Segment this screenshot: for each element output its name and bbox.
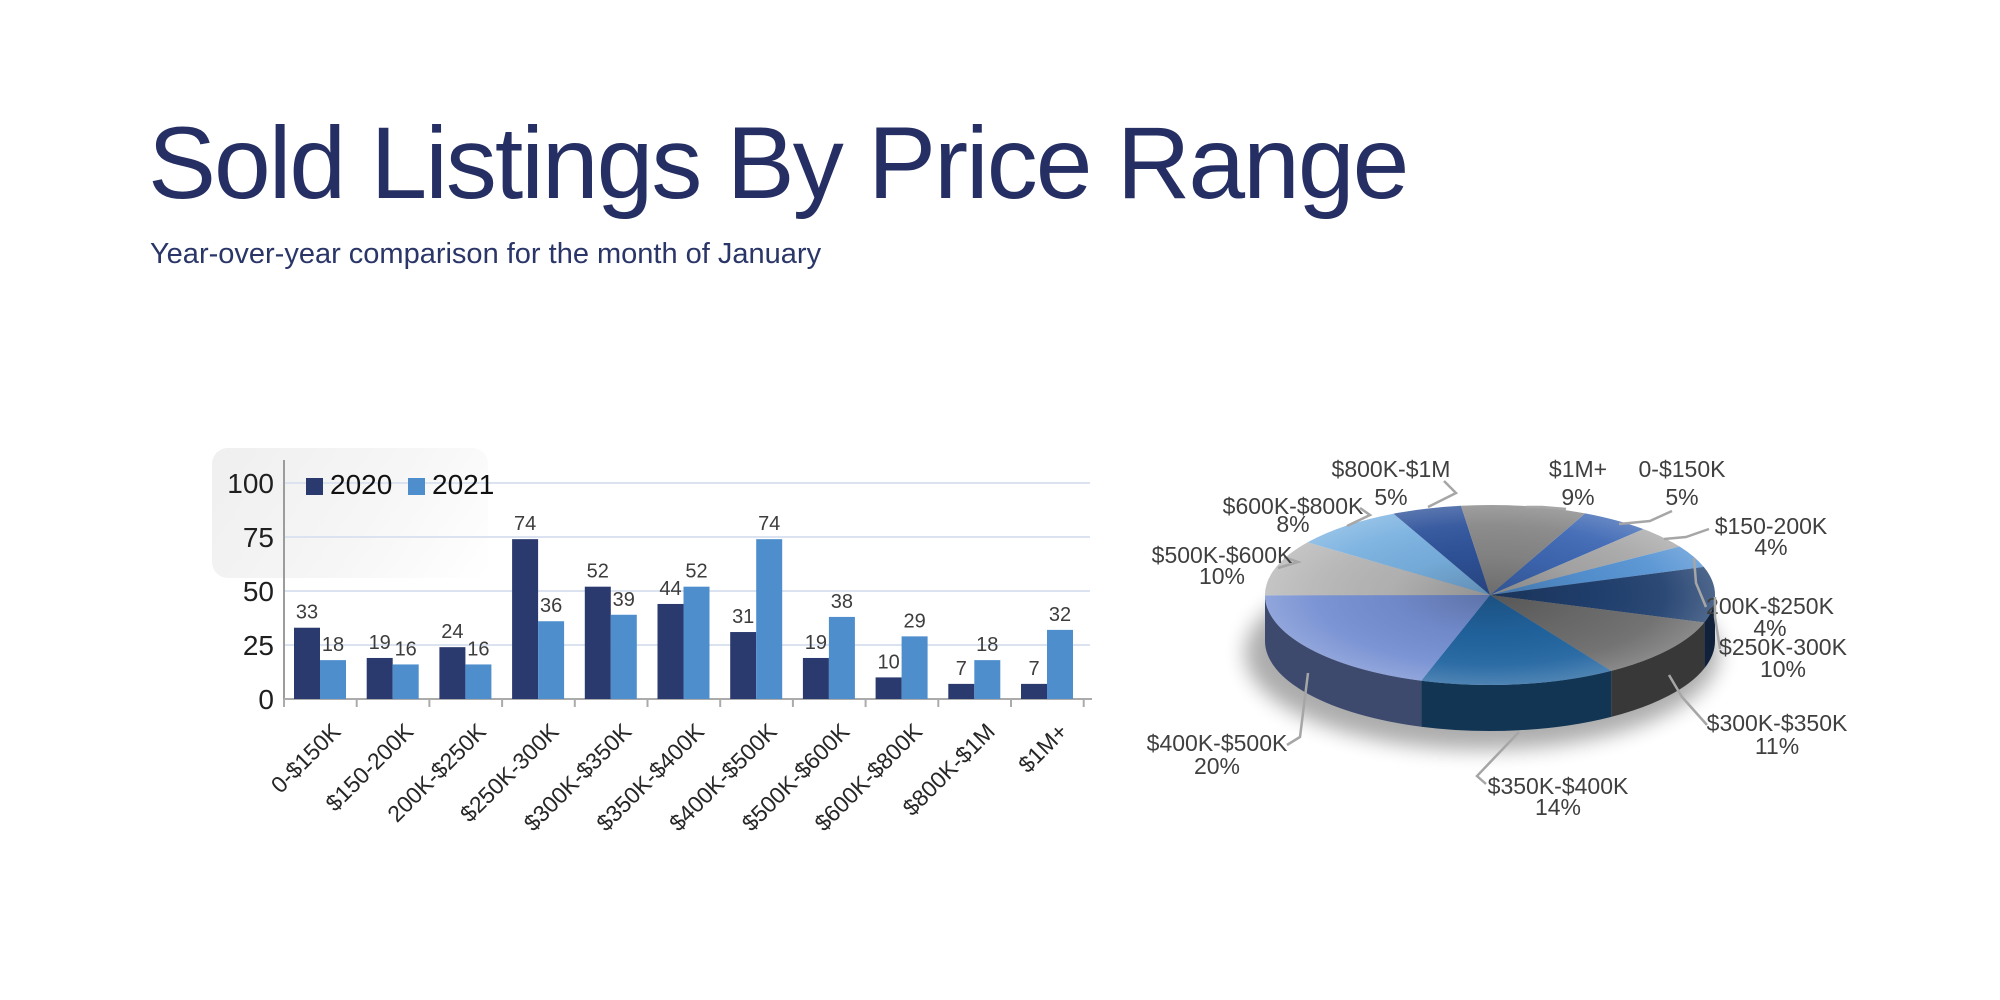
- bar-value-2021-$1M+: 32: [1049, 604, 1071, 626]
- pie-slice-side-$350K-$400K: [1421, 670, 1612, 731]
- bar-2021-$250K-300K: [538, 621, 565, 699]
- bar-value-2020-$150-200K: 19: [369, 632, 391, 654]
- pie-label-name-$600K-$800K: $600K-$800K: [1223, 493, 1364, 519]
- pie-label-percent-$800K-$1M: 5%: [1374, 484, 1407, 510]
- bar-value-2021-$400K-$500K: 74: [758, 513, 780, 535]
- bar-value-2020-$800K-$1M: 7: [956, 658, 967, 680]
- page-title: Sold Listings By Price Range: [148, 106, 1409, 220]
- bar-2020-$150-200K: [366, 657, 393, 699]
- bar-2020-$250K-300K: [512, 539, 539, 699]
- pie-label-percent-$600K-$800K: 8%: [1276, 511, 1309, 537]
- bar-value-2020-$350K-$400K: 44: [659, 578, 681, 600]
- y-axis-tick-label: 0: [258, 684, 274, 715]
- pie-leader-$600K-$800K: [1346, 506, 1373, 528]
- pie-label-name-$400K-$500K: $400K-$500K: [1147, 730, 1288, 756]
- pie-slice-side-$400K-$500K: [1265, 595, 1422, 727]
- bar-2020-$600K-$800K: [875, 677, 902, 699]
- pie-leader-$150-200K: [1663, 527, 1710, 541]
- pie-leader-$500K-$600K: [1277, 555, 1303, 570]
- y-axis-tick-label: 75: [243, 522, 274, 553]
- chart-background-panel: [212, 448, 488, 578]
- pie-label-percent-$500K-$600K: 10%: [1199, 563, 1245, 589]
- pie-label-percent-0-$150K: 5%: [1665, 484, 1698, 510]
- bar-2021-$350K-$400K: [683, 586, 710, 699]
- bar-2020-$350K-$400K: [657, 603, 684, 699]
- pie-leader-$300K-$350K: [1667, 674, 1708, 726]
- bar-2021-$400K-$500K: [756, 539, 783, 699]
- bar-value-2020-$400K-$500K: 31: [732, 606, 754, 628]
- bar-value-2021-$500K-$600K: 38: [831, 591, 853, 613]
- bar-2020-0-$150K: [294, 627, 320, 699]
- legend-label-2021: 2021: [432, 469, 494, 500]
- pie-leader-200K-$250K: [1692, 557, 1708, 608]
- bar-2021-$1M+: [1047, 629, 1073, 699]
- pie-leader-$800K-$1M: [1427, 480, 1459, 509]
- pie-label-percent-$1M+: 9%: [1561, 484, 1594, 510]
- bar-2021-$600K-$800K: [901, 636, 928, 699]
- bar-2020-$400K-$500K: [730, 632, 757, 699]
- pie-label-percent-$400K-$500K: 20%: [1194, 753, 1240, 779]
- pie-label-percent-$300K-$350K: 11%: [1755, 733, 1799, 759]
- bar-value-2021-$800K-$1M: 18: [976, 634, 998, 656]
- page-subtitle: Year-over-year comparison for the month …: [150, 238, 822, 270]
- pie-label-name-0-$150K: 0-$150K: [1639, 456, 1727, 482]
- bar-value-2021-$300K-$350K: 39: [613, 589, 635, 611]
- legend-swatch-2020: [306, 478, 323, 495]
- bar-2020-$800K-$1M: [948, 683, 975, 699]
- pie-leader-$250K-300K: [1713, 597, 1722, 650]
- bar-2020-$300K-$350K: [584, 586, 611, 699]
- pie-leader-0-$150K: [1618, 509, 1673, 526]
- bar-value-2021-$250K-300K: 36: [540, 595, 562, 617]
- pie-sheen-overlay: [1265, 505, 1715, 685]
- bar-value-2021-0-$150K: 18: [322, 634, 344, 656]
- bar-2021-$300K-$350K: [610, 614, 637, 699]
- legend-label-2020: 2020: [330, 469, 392, 500]
- y-axis-tick-label: 50: [243, 576, 274, 607]
- pie-label-name-$150-200K: $150-200K: [1715, 513, 1828, 539]
- bar-value-2020-$300K-$350K: 52: [587, 561, 609, 583]
- pie-label-percent-$250K-300K: 10%: [1760, 656, 1806, 682]
- pie-label-name-$800K-$1M: $800K-$1M: [1332, 456, 1451, 482]
- bar-2021-$800K-$1M: [974, 660, 1001, 699]
- bar-2021-$500K-$600K: [828, 616, 855, 699]
- pie-label-name-200K-$250K: 200K-$250K: [1706, 593, 1835, 619]
- y-axis-tick-label: 25: [243, 630, 274, 661]
- bar-value-2021-$600K-$800K: 29: [903, 610, 925, 632]
- bar-2021-0-$150K: [320, 660, 346, 699]
- pie-label-name-$350K-$400K: $350K-$400K: [1488, 773, 1629, 799]
- pie-chart: 0-$150K5%$150-200K4%200K-$250K4%$250K-30…: [1147, 456, 1848, 820]
- bar-value-2020-$1M+: 7: [1028, 658, 1039, 680]
- y-axis-tick-label: 100: [227, 468, 274, 499]
- pie-slice-side-$250K-300K: [1704, 595, 1715, 669]
- pie-label-name-$500K-$600K: $500K-$600K: [1152, 542, 1293, 568]
- bar-value-2020-$250K-300K: 74: [514, 513, 536, 535]
- x-axis-category-label: $1M+: [1013, 718, 1073, 778]
- legend-swatch-2021: [408, 478, 425, 495]
- bar-2021-200K-$250K: [465, 664, 492, 699]
- pie-leader-$400K-$500K: [1286, 672, 1310, 747]
- pie-label-percent-$150-200K: 4%: [1754, 534, 1787, 560]
- pie-leader-$1M+: [1526, 505, 1567, 511]
- bar-2020-200K-$250K: [439, 647, 466, 699]
- bar-value-2021-$350K-$400K: 52: [685, 561, 707, 583]
- pie-leader-$350K-$400K: [1475, 731, 1520, 785]
- pie-label-name-$250K-300K: $250K-300K: [1719, 634, 1848, 660]
- pie-label-name-$300K-$350K: $300K-$350K: [1707, 710, 1848, 736]
- bar-value-2021-200K-$250K: 16: [467, 638, 489, 660]
- pie-label-percent-$350K-$400K: 14%: [1535, 794, 1581, 820]
- pie-label-percent-200K-$250K: 4%: [1753, 615, 1786, 641]
- bar-2020-$500K-$600K: [802, 657, 829, 699]
- bar-value-2020-0-$150K: 33: [296, 602, 318, 624]
- bar-value-2020-$500K-$600K: 19: [805, 632, 827, 654]
- bar-value-2020-200K-$250K: 24: [441, 621, 463, 643]
- bar-2021-$150-200K: [392, 664, 419, 699]
- pie-label-name-$1M+: $1M+: [1549, 456, 1607, 482]
- bar-value-2021-$150-200K: 16: [395, 638, 417, 660]
- bar-value-2020-$600K-$800K: 10: [877, 651, 899, 673]
- bar-2020-$1M+: [1021, 683, 1047, 699]
- pie-slice-side-$300K-$350K: [1611, 622, 1705, 717]
